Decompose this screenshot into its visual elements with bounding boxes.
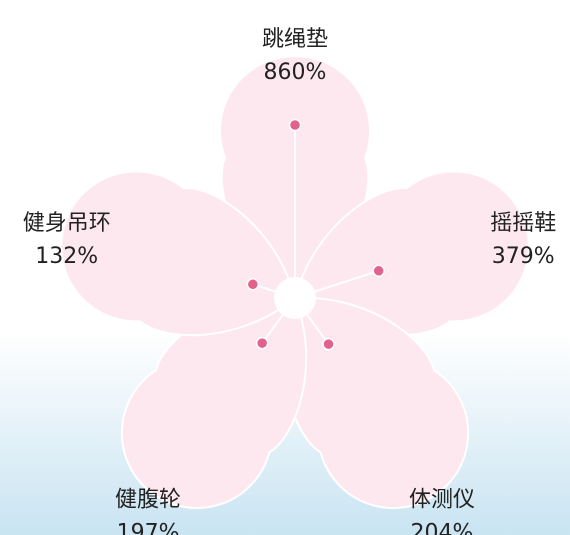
value-label: 204% (410, 520, 473, 535)
value-label: 132% (35, 244, 98, 269)
value-dot (288, 118, 302, 132)
value-label: 860% (264, 60, 327, 85)
petal (293, 170, 530, 337)
category-label: 摇摇鞋 (490, 211, 556, 236)
marks (246, 118, 385, 351)
value-dot (322, 337, 335, 351)
value-dot (246, 278, 260, 291)
category-label: 健身吊环 (23, 211, 111, 236)
value-dot (372, 264, 385, 278)
category-label: 跳绳垫 (262, 27, 328, 52)
petal (282, 296, 470, 510)
category-label: 健腹轮 (115, 487, 181, 512)
petal (60, 170, 297, 337)
value-dot (255, 336, 269, 350)
center-hole (274, 277, 316, 319)
category-label: 体测仪 (409, 487, 475, 512)
value-label: 379% (492, 244, 555, 269)
value-label: 197% (117, 520, 180, 535)
petal (120, 296, 308, 510)
